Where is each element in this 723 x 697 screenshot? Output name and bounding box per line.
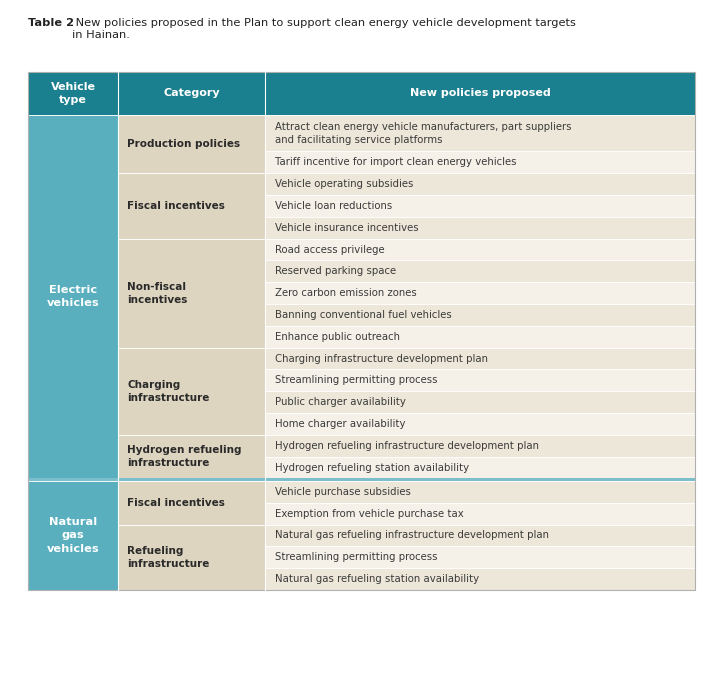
- Bar: [28, 479, 695, 481]
- Text: Public charger availability: Public charger availability: [275, 397, 406, 407]
- Bar: [265, 217, 695, 238]
- Text: Hydrogen refueling station availability: Hydrogen refueling station availability: [275, 463, 469, 473]
- Text: Table 2: Table 2: [28, 18, 74, 28]
- Text: Category: Category: [163, 89, 220, 98]
- Bar: [28, 115, 118, 479]
- Text: Natural
gas
vehicles: Natural gas vehicles: [47, 517, 99, 553]
- Text: Banning conventional fuel vehicles: Banning conventional fuel vehicles: [275, 310, 452, 320]
- Text: Natural gas refueling station availability: Natural gas refueling station availabili…: [275, 574, 479, 584]
- Bar: [28, 481, 118, 590]
- Text: Vehicle insurance incentives: Vehicle insurance incentives: [275, 223, 419, 233]
- Bar: [265, 568, 695, 590]
- Text: Zero carbon emission zones: Zero carbon emission zones: [275, 288, 416, 298]
- Bar: [265, 115, 695, 151]
- Bar: [118, 348, 265, 435]
- Text: Vehicle purchase subsidies: Vehicle purchase subsidies: [275, 487, 411, 497]
- Bar: [265, 546, 695, 568]
- Bar: [265, 348, 695, 369]
- Text: Vehicle operating subsidies: Vehicle operating subsidies: [275, 179, 413, 189]
- Bar: [265, 369, 695, 391]
- Bar: [265, 326, 695, 348]
- Text: New policies proposed in the Plan to support clean energy vehicle development ta: New policies proposed in the Plan to sup…: [72, 18, 576, 40]
- Text: Hydrogen refueling
infrastructure: Hydrogen refueling infrastructure: [127, 445, 241, 468]
- Bar: [265, 391, 695, 413]
- Bar: [265, 174, 695, 195]
- Text: Attract clean energy vehicle manufacturers, part suppliers
and facilitating serv: Attract clean energy vehicle manufacture…: [275, 122, 571, 145]
- Bar: [265, 304, 695, 326]
- Bar: [118, 238, 265, 348]
- Text: Natural gas refueling infrastructure development plan: Natural gas refueling infrastructure dev…: [275, 530, 549, 540]
- Text: Vehicle
type: Vehicle type: [51, 82, 95, 105]
- Text: Road access privilege: Road access privilege: [275, 245, 385, 254]
- Bar: [265, 238, 695, 261]
- Bar: [265, 503, 695, 525]
- Bar: [265, 72, 695, 115]
- Text: Reserved parking space: Reserved parking space: [275, 266, 396, 277]
- Bar: [118, 72, 265, 115]
- Bar: [28, 72, 118, 115]
- Text: Production policies: Production policies: [127, 139, 240, 149]
- Bar: [118, 435, 265, 479]
- Text: Electric
vehicles: Electric vehicles: [47, 285, 99, 308]
- Bar: [265, 195, 695, 217]
- Text: Non-fiscal
incentives: Non-fiscal incentives: [127, 282, 187, 305]
- Text: Home charger availability: Home charger availability: [275, 419, 406, 429]
- Text: Streamlining permitting process: Streamlining permitting process: [275, 552, 437, 562]
- Text: Streamlining permitting process: Streamlining permitting process: [275, 376, 437, 385]
- Text: Tariff incentive for import clean energy vehicles: Tariff incentive for import clean energy…: [275, 158, 516, 167]
- Text: Charging
infrastructure: Charging infrastructure: [127, 380, 210, 403]
- Text: Charging infrastructure development plan: Charging infrastructure development plan: [275, 353, 488, 364]
- Bar: [118, 481, 265, 525]
- Text: Hydrogen refueling infrastructure development plan: Hydrogen refueling infrastructure develo…: [275, 441, 539, 451]
- Text: Fiscal incentives: Fiscal incentives: [127, 201, 225, 211]
- Text: Enhance public outreach: Enhance public outreach: [275, 332, 400, 342]
- Text: Vehicle loan reductions: Vehicle loan reductions: [275, 201, 392, 211]
- Bar: [118, 115, 265, 174]
- Bar: [265, 435, 695, 457]
- Bar: [265, 261, 695, 282]
- Bar: [265, 151, 695, 174]
- Text: Fiscal incentives: Fiscal incentives: [127, 498, 225, 508]
- Bar: [265, 481, 695, 503]
- Bar: [265, 413, 695, 435]
- Bar: [265, 282, 695, 304]
- Bar: [118, 525, 265, 590]
- Text: Exemption from vehicle purchase tax: Exemption from vehicle purchase tax: [275, 509, 463, 519]
- Bar: [265, 525, 695, 546]
- Bar: [265, 457, 695, 479]
- Bar: [118, 174, 265, 238]
- Text: Refueling
infrastructure: Refueling infrastructure: [127, 546, 210, 569]
- Bar: [28, 72, 695, 590]
- Text: New policies proposed: New policies proposed: [409, 89, 550, 98]
